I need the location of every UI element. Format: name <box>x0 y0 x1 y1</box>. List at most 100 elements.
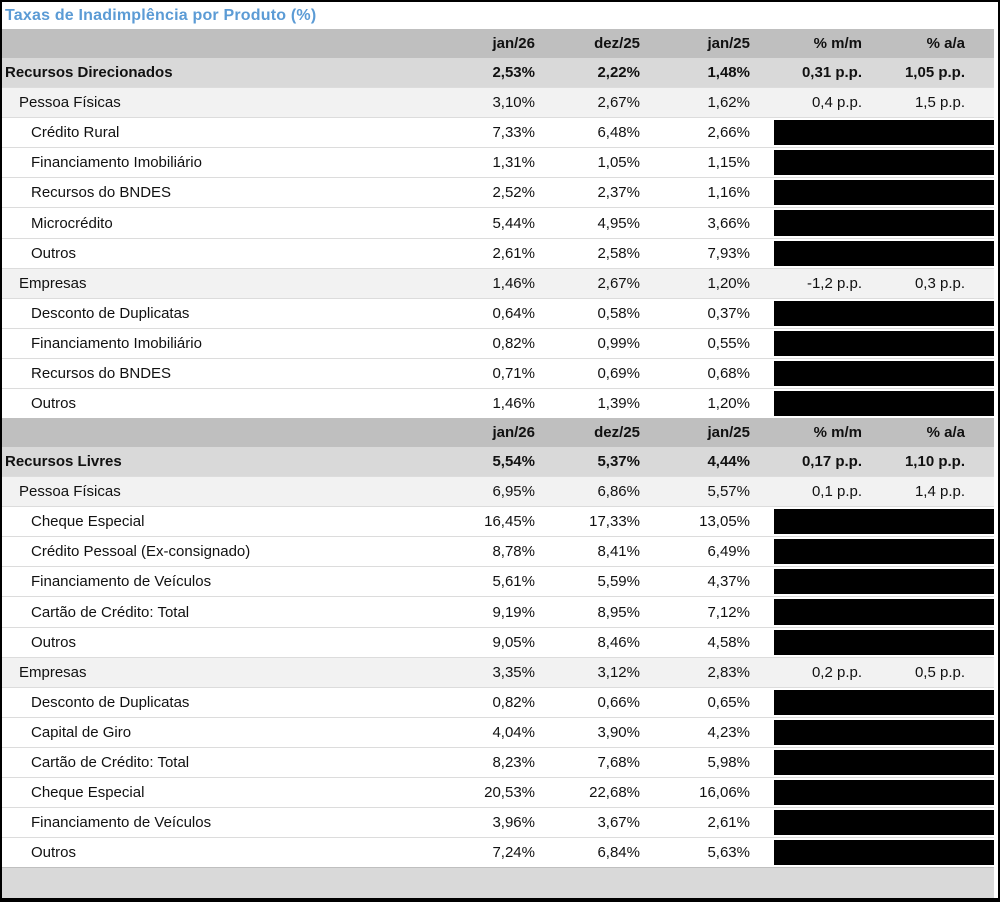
redacted-cell <box>774 180 994 206</box>
cell-jan26: 3,10% <box>492 94 535 112</box>
row-label: Recursos Direcionados <box>5 64 173 82</box>
row-label: Outros <box>31 844 77 862</box>
cell-dez25: 4,95% <box>597 214 640 232</box>
redacted-cell <box>774 539 994 565</box>
row-label: Financiamento de Veículos <box>31 814 212 832</box>
row-label: Recursos Livres <box>5 453 122 471</box>
redacted-cell <box>774 719 994 745</box>
cell-aa: 1,05 p.p. <box>904 64 965 82</box>
redacted-cell <box>774 390 994 417</box>
row-label: Recursos do BNDES <box>31 364 172 382</box>
cell-dez25: 6,86% <box>597 483 640 501</box>
column-header-aa: % a/a <box>926 424 965 442</box>
cell-jan25: 2,83% <box>707 663 750 681</box>
row-label: Financiamento Imobiliário <box>31 334 202 352</box>
cell-jan25: 0,37% <box>707 304 750 322</box>
cell-dez25: 0,99% <box>597 334 640 352</box>
cell-dez25: 17,33% <box>589 513 640 531</box>
column-header-row: jan/26 dez/25 jan/25 % m/m % a/a <box>2 29 994 59</box>
table-row: Pessoa Físicas 3,10% 2,67% 1,62% 0,4 p.p. 1,5… <box>2 87 994 118</box>
cell-jan26: 20,53% <box>484 783 535 801</box>
column-header-mm: % m/m <box>813 424 862 442</box>
cell-jan25: 16,06% <box>699 783 750 801</box>
row-label: Cartão de Crédito: Total <box>31 753 190 771</box>
row-label: Financiamento Imobiliário <box>31 154 202 172</box>
column-header-dez25: dez/25 <box>594 35 640 53</box>
table-row: Outros 9,05% 8,46% 4,58% <box>2 626 994 657</box>
cell-jan26: 2,52% <box>492 184 535 202</box>
cell-jan26: 0,82% <box>492 693 535 711</box>
row-label: Cheque Especial <box>31 513 145 531</box>
table-row: Cheque Especial 20,53% 22,68% 16,06% <box>2 776 994 808</box>
cell-dez25: 8,46% <box>597 633 640 651</box>
cell-mm: -1,2 p.p. <box>806 274 862 292</box>
cell-dez25: 2,22% <box>597 64 640 82</box>
cell-dez25: 3,90% <box>597 723 640 741</box>
row-label: Outros <box>31 633 77 651</box>
row-label: Crédito Pessoal (Ex-consignado) <box>31 543 251 561</box>
column-header-jan25: jan/25 <box>707 424 750 442</box>
redacted-cell <box>774 840 994 866</box>
cell-jan26: 5,54% <box>492 453 535 471</box>
row-label: Outros <box>31 244 77 262</box>
table-row: Recursos do BNDES 2,52% 2,37% 1,16% <box>2 177 994 208</box>
default-rates-table: jan/26 dez/25 jan/25 % m/m % a/a Recursos Dir… <box>2 29 994 868</box>
cell-jan26: 6,95% <box>492 483 535 501</box>
row-label: Microcrédito <box>31 214 113 232</box>
cell-dez25: 8,95% <box>597 603 640 621</box>
cell-aa: 1,4 p.p. <box>914 483 965 501</box>
row-label: Crédito Rural <box>31 124 120 142</box>
column-header-jan26: jan/26 <box>492 424 535 442</box>
table-row: Recursos do BNDES 0,71% 0,69% 0,68% <box>2 357 994 388</box>
cell-mm: 0,1 p.p. <box>811 483 862 501</box>
redacted-cell <box>774 330 994 356</box>
redacted-cell <box>774 779 994 806</box>
cell-dez25: 1,05% <box>597 154 640 172</box>
cell-jan26: 2,53% <box>492 64 535 82</box>
cell-jan26: 0,64% <box>492 304 535 322</box>
table-row: Cheque Especial 16,45% 17,33% 13,05% <box>2 506 994 537</box>
cell-jan26: 9,19% <box>492 603 535 621</box>
table-row: Financiamento Imobiliário 0,82% 0,99% 0,55% <box>2 327 994 358</box>
cell-jan26: 2,61% <box>492 244 535 262</box>
cell-jan25: 2,61% <box>707 814 750 832</box>
cell-jan25: 0,55% <box>707 334 750 352</box>
cell-jan25: 7,93% <box>707 244 750 262</box>
redacted-cell <box>774 150 994 176</box>
table-row: Capital de Giro 4,04% 3,90% 4,23% <box>2 716 994 747</box>
footer-filler-row <box>2 867 994 898</box>
row-label: Financiamento de Veículos <box>31 573 212 591</box>
cell-jan26: 8,78% <box>492 543 535 561</box>
cell-jan26: 9,05% <box>492 633 535 651</box>
redacted-cell <box>774 810 994 836</box>
cell-dez25: 1,39% <box>597 394 640 412</box>
cell-aa: 0,3 p.p. <box>914 274 965 292</box>
cell-jan26: 1,31% <box>492 154 535 172</box>
redacted-cell <box>774 599 994 625</box>
cell-dez25: 0,69% <box>597 364 640 382</box>
redacted-cell <box>774 300 994 326</box>
cell-jan25: 1,62% <box>707 94 750 112</box>
column-header-aa: % a/a <box>926 35 965 53</box>
cell-jan25: 1,48% <box>707 64 750 82</box>
cell-mm: 0,2 p.p. <box>811 663 862 681</box>
cell-dez25: 2,67% <box>597 274 640 292</box>
cell-jan25: 5,98% <box>707 753 750 771</box>
table-row: Pessoa Físicas 6,95% 6,86% 5,57% 0,1 p.p. 1,4… <box>2 476 994 507</box>
cell-mm: 0,31 p.p. <box>801 64 862 82</box>
table-row: Cartão de Crédito: Total 9,19% 8,95% 7,12% <box>2 596 994 627</box>
cell-mm: 0,4 p.p. <box>811 94 862 112</box>
cell-dez25: 3,12% <box>597 663 640 681</box>
row-label: Empresas <box>19 663 87 681</box>
cell-jan26: 0,71% <box>492 364 535 382</box>
cell-dez25: 0,58% <box>597 304 640 322</box>
cell-dez25: 22,68% <box>589 783 640 801</box>
cell-jan26: 1,46% <box>492 394 535 412</box>
table-row: Financiamento de Veículos 5,61% 5,59% 4,37% <box>2 566 994 597</box>
cell-jan26: 8,23% <box>492 753 535 771</box>
table-row: Outros 7,24% 6,84% 5,63% <box>2 837 994 868</box>
redacted-cell <box>774 629 994 655</box>
cell-jan25: 6,49% <box>707 543 750 561</box>
table-row: Recursos Direcionados 2,53% 2,22% 1,48% 0,31… <box>2 58 994 88</box>
